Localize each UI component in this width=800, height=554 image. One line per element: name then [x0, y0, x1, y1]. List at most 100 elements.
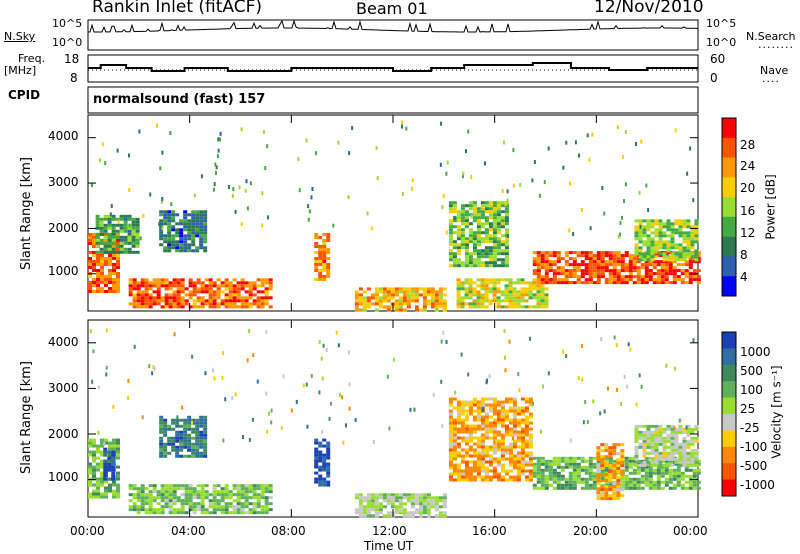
- sparse-echo: [616, 387, 619, 392]
- sparse-echo: [310, 373, 313, 378]
- sparse-echo: [201, 174, 204, 179]
- sparse-echo: [623, 374, 626, 379]
- station-title: Rankin Inlet (fitACF): [92, 0, 263, 17]
- sparse-echo: [467, 372, 470, 377]
- velocity-region-6: [448, 397, 533, 482]
- sparse-echo: [533, 159, 536, 164]
- sparse-echo: [673, 426, 676, 431]
- ytick-p2-3000: 3000: [48, 381, 79, 395]
- sparse-echo: [678, 418, 681, 423]
- sparse-echo: [506, 189, 509, 194]
- sparse-echo: [432, 392, 435, 397]
- sparse-echo: [569, 438, 572, 443]
- sparse-echo: [204, 371, 207, 376]
- sparse-echo: [139, 236, 142, 241]
- sparse-echo: [238, 185, 241, 190]
- sparse-echo: [191, 420, 194, 425]
- sparse-echo: [635, 141, 638, 146]
- sparse-echo: [160, 199, 163, 204]
- sparse-echo: [578, 153, 581, 158]
- colorbar-swatch: [722, 118, 736, 139]
- sparse-echo: [446, 160, 449, 165]
- sparse-echo: [454, 390, 457, 395]
- sparse-echo: [582, 420, 585, 425]
- sparse-echo: [307, 204, 310, 209]
- colorbar-swatch: [722, 463, 736, 481]
- sparse-echo: [504, 368, 507, 373]
- sparse-echo: [569, 181, 572, 186]
- sparse-echo: [161, 150, 164, 155]
- sparse-echo: [488, 374, 491, 379]
- colorbar-swatch: [722, 137, 736, 159]
- xlabel: Time UT: [364, 539, 414, 553]
- sparse-echo: [462, 171, 465, 176]
- sparse-echo: [246, 206, 249, 211]
- sparse-echo: [155, 123, 158, 128]
- sparse-echo: [256, 379, 259, 384]
- sparse-echo: [133, 344, 136, 349]
- colorbar-swatch: [722, 236, 736, 257]
- sparse-echo: [613, 335, 616, 340]
- sparse-echo: [410, 186, 413, 191]
- sparse-echo: [541, 384, 544, 389]
- sparse-echo: [342, 440, 345, 445]
- sparse-echo: [626, 384, 629, 389]
- sparse-echo: [441, 424, 444, 429]
- sparse-echo: [386, 374, 389, 379]
- sparse-echo: [339, 392, 342, 397]
- sparse-echo: [234, 392, 237, 397]
- sparse-echo: [388, 426, 391, 431]
- sparse-echo: [217, 137, 220, 142]
- sparse-echo: [152, 365, 155, 370]
- sparse-echo: [248, 328, 251, 333]
- sparse-echo: [213, 182, 216, 187]
- nsearch-dots: ........: [758, 38, 794, 51]
- colorbar-swatch: [722, 177, 736, 198]
- power-tick-8: 8: [740, 248, 748, 262]
- sparse-echo: [665, 363, 668, 368]
- sparse-echo: [440, 339, 443, 344]
- sparse-echo: [467, 129, 470, 134]
- sparse-echo: [141, 415, 144, 420]
- xtick-0: 00:00: [70, 524, 105, 538]
- sparse-echo: [656, 437, 659, 442]
- power-region-1: [95, 214, 140, 254]
- sparse-echo: [282, 374, 285, 379]
- sparse-echo: [261, 223, 264, 228]
- sparse-echo: [117, 219, 120, 224]
- sparse-echo: [603, 409, 606, 414]
- sparse-echo: [547, 371, 550, 376]
- sparse-echo: [215, 165, 218, 170]
- sparse-echo: [246, 358, 249, 363]
- ytick-p2-1000: 1000: [48, 470, 79, 484]
- sparse-echo: [311, 186, 314, 191]
- nsearch-tick-bottom: 10^0: [706, 36, 737, 49]
- freq-tick-bottom: 8: [70, 71, 78, 85]
- sparse-echo: [606, 386, 609, 391]
- sparse-echo: [674, 128, 677, 133]
- sparse-echo: [466, 413, 469, 418]
- sparse-echo: [486, 378, 489, 383]
- sparse-echo: [151, 371, 154, 376]
- sparse-echo: [240, 222, 243, 227]
- sparse-echo: [105, 365, 108, 370]
- sparse-echo: [265, 329, 268, 334]
- sparse-echo: [685, 425, 688, 430]
- sparse-echo: [635, 402, 638, 407]
- sparse-echo: [92, 349, 95, 354]
- date-title: 12/Nov/2010: [594, 0, 704, 17]
- sparse-echo: [105, 328, 108, 333]
- sparse-echo: [322, 343, 325, 348]
- sparse-echo: [159, 166, 162, 171]
- sparse-echo: [619, 232, 622, 237]
- sparse-echo: [591, 132, 594, 137]
- sparse-echo: [116, 148, 119, 153]
- sparse-echo: [562, 165, 565, 170]
- sparse-echo: [241, 435, 244, 440]
- sparse-echo: [464, 423, 467, 428]
- sparse-echo: [191, 354, 194, 359]
- sparse-echo: [638, 373, 641, 378]
- sparse-echo: [589, 226, 592, 231]
- sparse-echo: [142, 213, 145, 218]
